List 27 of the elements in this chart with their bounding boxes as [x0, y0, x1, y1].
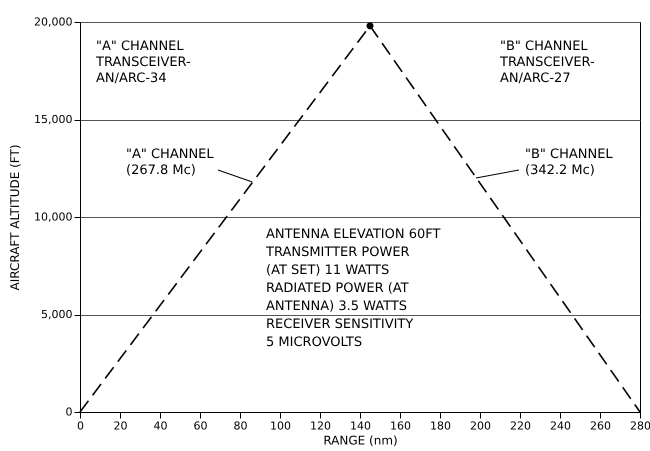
- x-tick-label: 100: [270, 420, 291, 432]
- x-tick-label: 220: [510, 420, 531, 432]
- x-tick-label: 120: [310, 420, 331, 432]
- y-axis-title: AIRCRAFT ALTITUDE (FT): [8, 144, 22, 291]
- x-tick-label: 160: [390, 420, 411, 432]
- x-tick-label: 180: [430, 420, 451, 432]
- x-tick-label: 200: [470, 420, 491, 432]
- annotation: "B" CHANNEL TRANSCEIVER- AN/ARC-27: [499, 39, 596, 86]
- x-tick-label: 260: [590, 420, 611, 432]
- x-tick-label: 140: [350, 420, 371, 432]
- annotation: "B" CHANNEL (342.2 Mc): [525, 147, 614, 178]
- annotation: ANTENNA ELEVATION 60FT TRANSMITTER POWER (AT SET) 11 WATTS RADIATED POWER (AT ANTENNA) 3.5 WATTS RECEIVER SENSITIVITY 5 MICROVOLTS: [265, 227, 441, 350]
- y-tick-label: 10,000: [34, 210, 72, 224]
- x-tick-label: 240: [550, 420, 571, 432]
- x-tick-label: 0: [77, 420, 84, 432]
- y-tick-label: 0: [66, 406, 72, 418]
- x-tick-label: 20: [114, 420, 128, 432]
- x-axis-title: RANGE (nm): [323, 434, 398, 448]
- x-tick-label: 40: [154, 420, 168, 432]
- y-tick-label: 5,000: [41, 308, 72, 321]
- y-tick-label: 15,000: [34, 113, 72, 126]
- x-tick-label: 80: [234, 420, 248, 432]
- x-tick-label: 60: [194, 420, 208, 432]
- y-tick-label: 20,000: [34, 16, 72, 28]
- annotation: "A" CHANNEL TRANSCEIVER- AN/ARC-34: [95, 39, 192, 86]
- x-tick-label: 280: [630, 420, 650, 432]
- annotation: "A" CHANNEL (267.8 Mc): [126, 147, 214, 178]
